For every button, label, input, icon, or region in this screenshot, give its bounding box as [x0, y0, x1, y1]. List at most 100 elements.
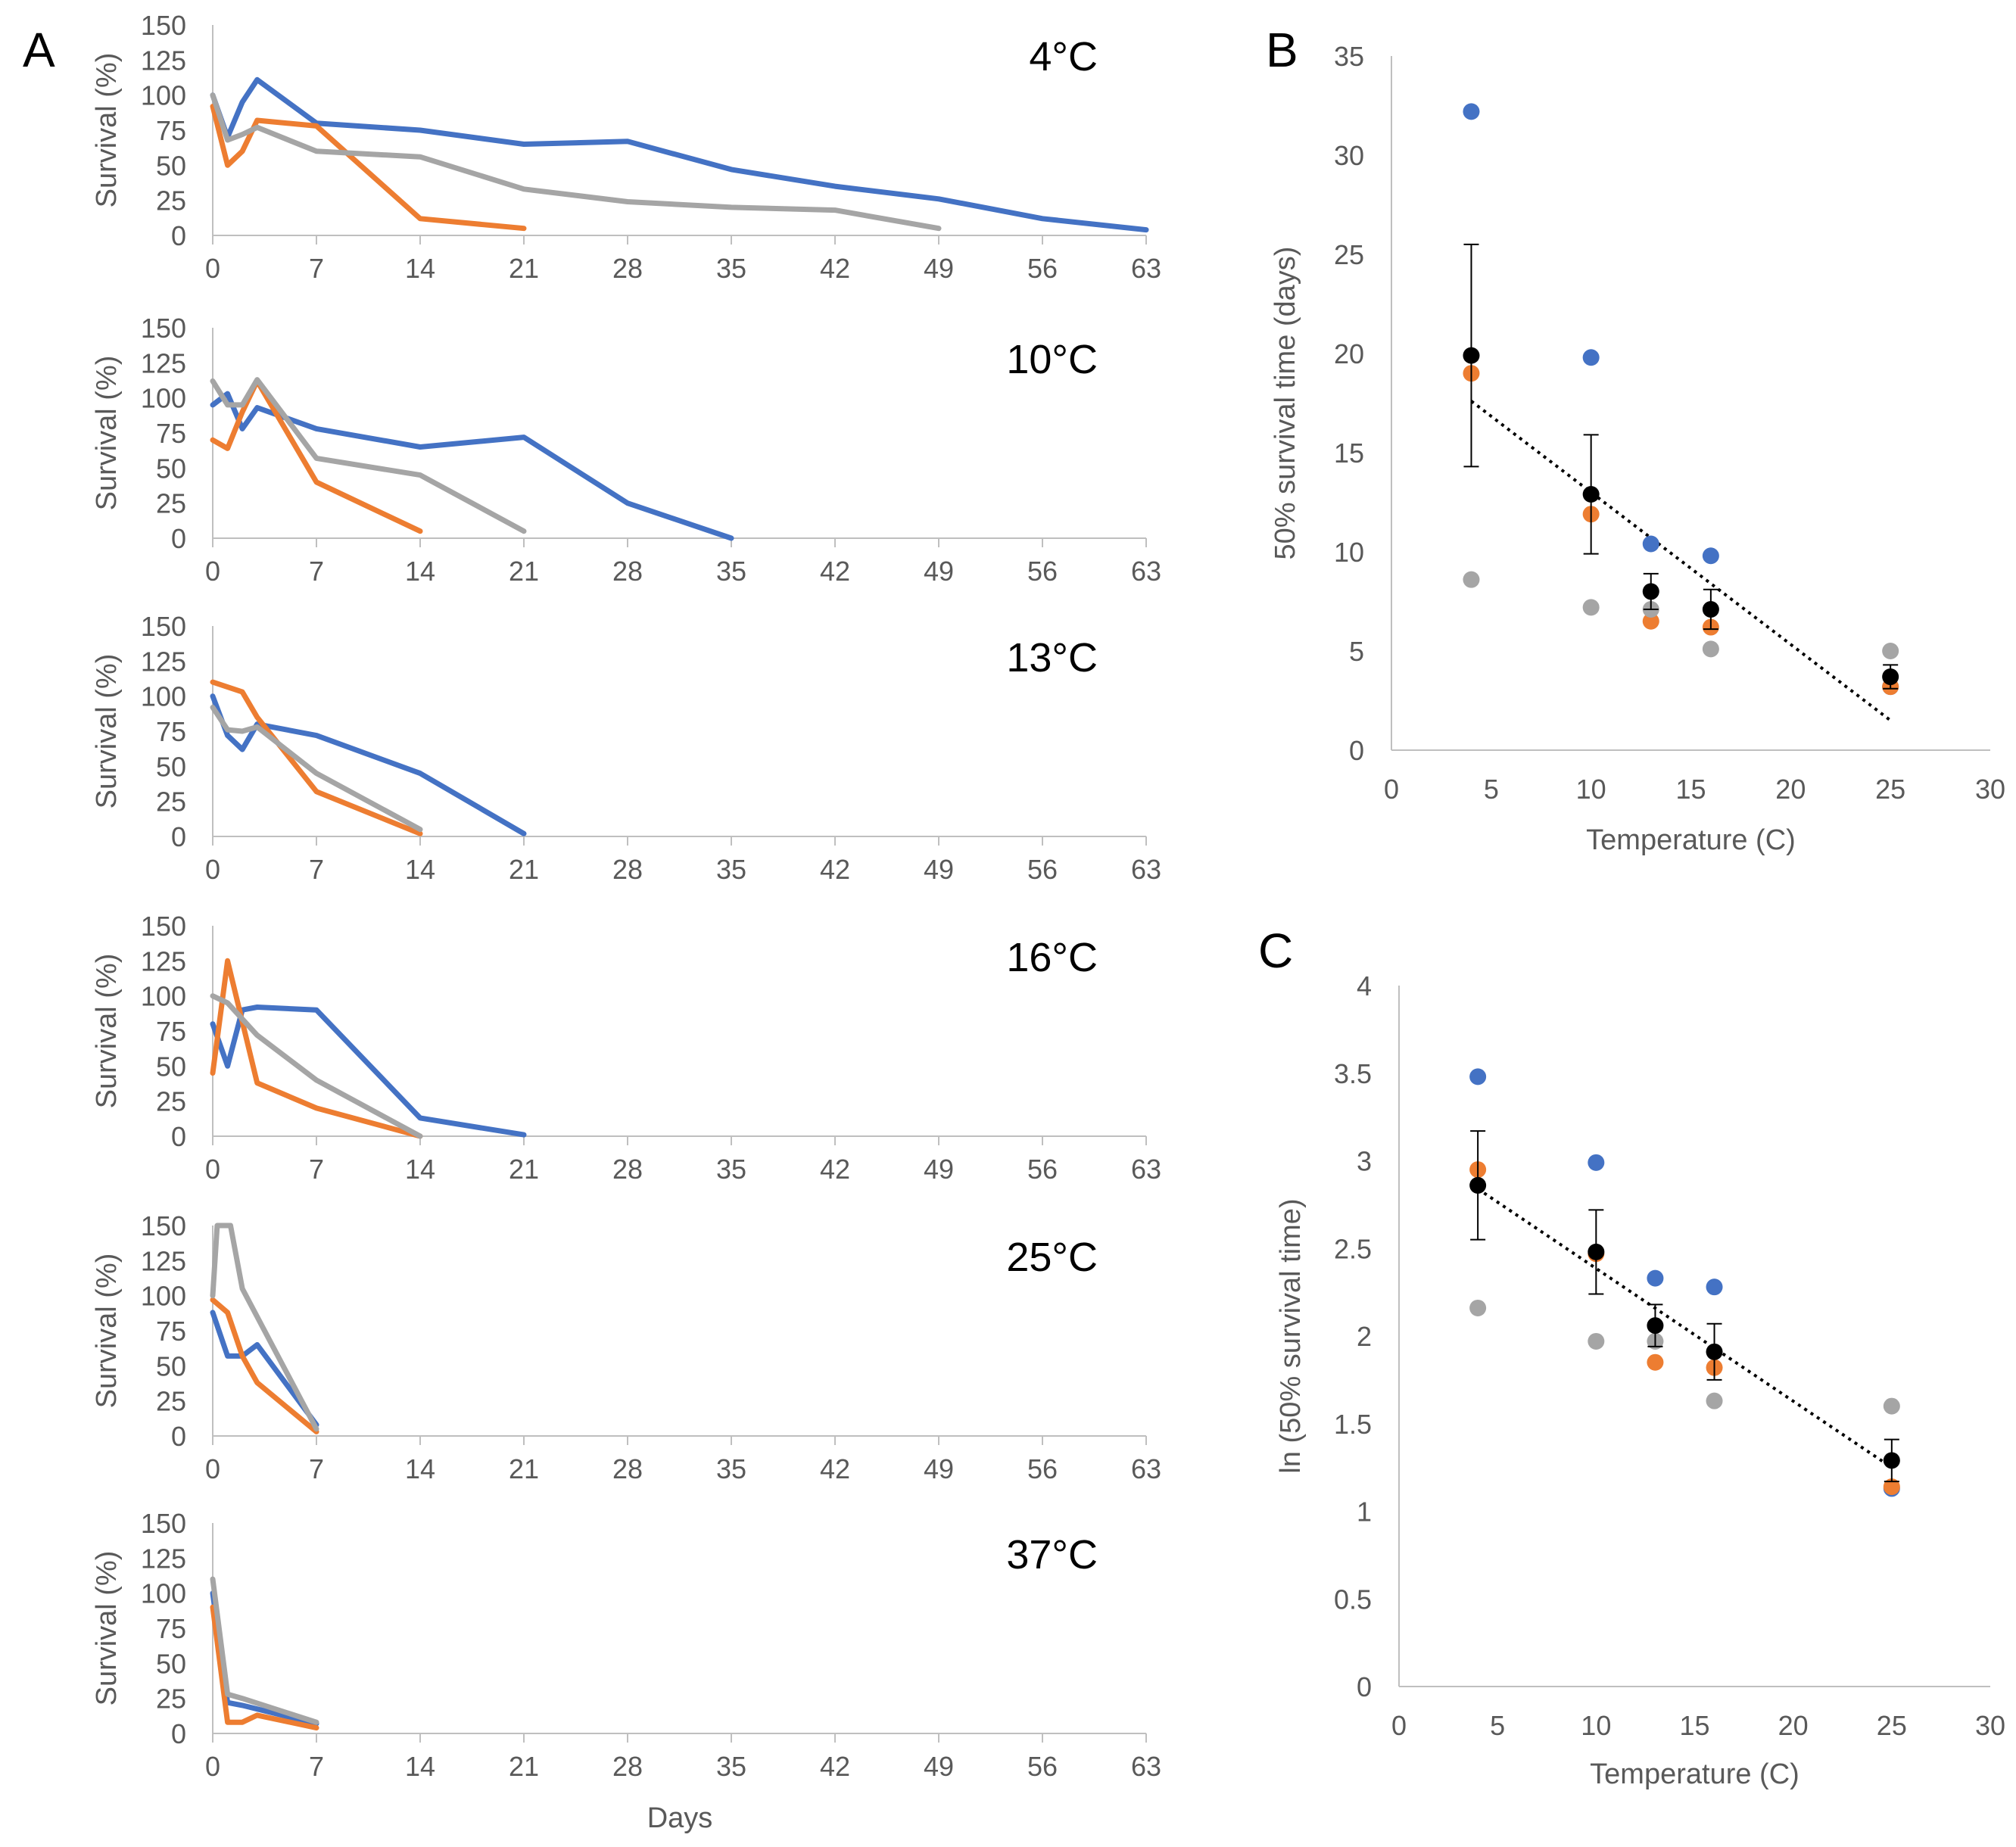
x-tick-label: 0	[205, 854, 220, 885]
temperature-label: 25°C	[1006, 1235, 1098, 1280]
x-tick-label: 56	[1027, 253, 1058, 284]
y-tick-label: 0	[1357, 1671, 1372, 1702]
x-tick-label: 49	[924, 1751, 954, 1782]
panel-letter-c: C	[1258, 924, 1293, 978]
y-tick-label: 0.5	[1334, 1584, 1372, 1615]
data-point-mean	[1706, 1343, 1723, 1360]
y-tick-label: 0	[171, 523, 186, 554]
y-tick-label: 100	[141, 383, 186, 414]
y-tick-label: 0	[171, 1421, 186, 1452]
x-tick-label: 35	[716, 556, 746, 587]
x-tick-label: 42	[820, 1154, 850, 1185]
series-line-gray	[210, 377, 527, 534]
x-tick-label: 35	[716, 1154, 746, 1185]
x-tick-label: 35	[716, 1453, 746, 1484]
y-tick-label: 75	[156, 115, 186, 146]
y-tick-label: 125	[141, 347, 186, 378]
data-point-mean	[1642, 583, 1659, 600]
series-line-gray	[210, 1223, 319, 1432]
x-tick-label: 63	[1131, 1154, 1161, 1185]
data-point-blue	[1706, 1279, 1723, 1296]
y-tick-label: 0	[1349, 735, 1364, 766]
data-point-mean	[1582, 486, 1600, 503]
y-tick-label: 150	[141, 313, 186, 344]
y-tick-label: 0	[171, 220, 186, 251]
y-tick-label: 150	[141, 1210, 186, 1241]
x-tick-label: 25	[1877, 1710, 1907, 1741]
series-line-blue	[210, 1004, 527, 1138]
x-tick-label: 63	[1131, 1751, 1161, 1782]
x-tick-label: 7	[309, 1453, 324, 1484]
x-tick-label: 56	[1027, 854, 1058, 885]
y-tick-label: 30	[1334, 140, 1364, 171]
y-axis-title: Survival (%)	[91, 1254, 123, 1409]
y-tick-label: 150	[141, 911, 186, 942]
x-axis-title: Temperature (C)	[1590, 1758, 1799, 1790]
y-tick-label: 150	[141, 1508, 186, 1539]
y-tick-label: 75	[156, 1316, 186, 1347]
x-tick-label: 28	[612, 556, 643, 587]
y-tick-label: 25	[156, 488, 186, 519]
y-tick-label: 2.5	[1334, 1233, 1372, 1264]
data-point-gray	[1582, 599, 1600, 616]
x-tick-label: 30	[1975, 774, 2005, 805]
x-tick-label: 28	[612, 1751, 643, 1782]
data-point-mean	[1647, 1317, 1664, 1335]
x-tick-label: 7	[309, 854, 324, 885]
x-tick-label: 14	[405, 854, 435, 885]
data-point-orange	[1883, 1478, 1900, 1496]
y-tick-label: 100	[141, 981, 186, 1012]
temperature-label: 16°C	[1006, 935, 1098, 980]
y-tick-label: 25	[156, 185, 186, 216]
x-tick-label: 21	[509, 556, 539, 587]
series-line-gray	[210, 1576, 319, 1725]
y-tick-label: 50	[156, 751, 186, 782]
x-tick-label: 42	[820, 253, 850, 284]
x-tick-label: 49	[924, 1453, 954, 1484]
series-line-blue	[210, 391, 734, 541]
y-tick-label: 25	[1334, 239, 1364, 270]
y-tick-label: 75	[156, 1613, 186, 1644]
y-tick-label: 35	[1334, 41, 1364, 72]
x-tick-label: 0	[1384, 774, 1399, 805]
x-tick-label: 0	[205, 253, 220, 284]
x-tick-label: 21	[509, 1154, 539, 1185]
x-axis-title: Days	[647, 1802, 713, 1834]
x-tick-label: 7	[309, 1751, 324, 1782]
series-line-orange	[210, 1604, 319, 1731]
series-line-orange	[210, 1297, 319, 1434]
data-point-blue	[1463, 103, 1480, 120]
y-tick-label: 0	[171, 821, 186, 852]
y-tick-label: 2	[1357, 1321, 1372, 1352]
y-tick-label: 10	[1334, 537, 1364, 568]
data-point-mean	[1469, 1176, 1487, 1194]
x-tick-label: 21	[509, 253, 539, 284]
x-tick-label: 28	[612, 1154, 643, 1185]
x-tick-label: 49	[924, 253, 954, 284]
y-tick-label: 25	[156, 1386, 186, 1417]
data-point-gray	[1463, 571, 1480, 588]
x-tick-label: 42	[820, 854, 850, 885]
y-tick-label: 75	[156, 716, 186, 747]
x-tick-label: 42	[820, 556, 850, 587]
x-tick-label: 0	[205, 1453, 220, 1484]
series-line-orange	[210, 958, 423, 1139]
temperature-label: 37°C	[1006, 1532, 1098, 1578]
y-tick-label: 125	[141, 45, 186, 76]
x-tick-label: 14	[405, 253, 435, 284]
data-point-mean	[1588, 1243, 1605, 1260]
y-tick-label: 100	[141, 1578, 186, 1609]
y-tick-label: 25	[156, 1683, 186, 1715]
data-point-gray	[1883, 1397, 1900, 1415]
data-point-gray	[1469, 1299, 1487, 1316]
y-tick-label: 25	[156, 1086, 186, 1117]
x-tick-label: 21	[509, 1453, 539, 1484]
x-tick-label: 42	[820, 1453, 850, 1484]
y-tick-label: 0	[171, 1718, 186, 1749]
data-point-blue	[1582, 349, 1600, 366]
x-tick-label: 63	[1131, 253, 1161, 284]
y-tick-label: 25	[156, 786, 186, 818]
x-tick-label: 28	[612, 854, 643, 885]
x-tick-label: 5	[1484, 774, 1499, 805]
